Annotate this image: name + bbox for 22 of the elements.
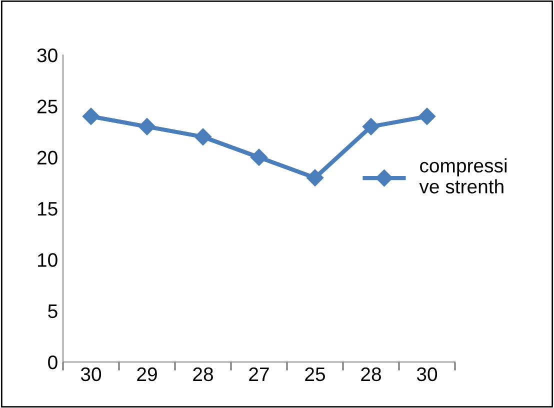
x-tick-label: 29 — [137, 367, 157, 382]
point — [250, 148, 268, 166]
point — [306, 169, 324, 186]
y-tick-label: 30 — [37, 48, 58, 62]
point — [362, 118, 380, 136]
x-tick-label: 25 — [305, 367, 325, 382]
legend-label: compressi ve strenth — [419, 158, 507, 194]
y-tick-label: 5 — [48, 304, 58, 318]
x-tick-label: 28 — [361, 367, 381, 382]
point — [82, 108, 100, 125]
x-tick-label: 28 — [193, 367, 213, 382]
y-tick-label: 0 — [48, 355, 58, 370]
point — [194, 128, 212, 146]
point — [138, 118, 156, 136]
y-tick-label: 25 — [37, 100, 58, 114]
y-tick-label: 10 — [38, 253, 58, 267]
x-tick-label: 30 — [416, 367, 438, 382]
x-tick-label: 27 — [249, 367, 269, 381]
point — [418, 108, 436, 125]
x-tick-label: 30 — [80, 367, 102, 382]
y-tick-label: 20 — [37, 150, 58, 165]
y-tick-label: 15 — [38, 202, 58, 216]
